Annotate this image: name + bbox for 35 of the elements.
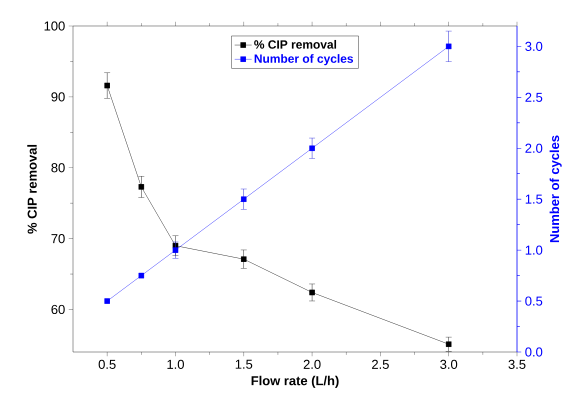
y-tick-label: 100 [44,21,65,31]
x-tick-label: 1.5 [236,360,252,369]
point [104,82,110,88]
x-tick-label: 2.5 [372,360,389,369]
legend-label: Number of cycles [254,54,354,66]
y2-tick-label: 1.5 [526,194,542,204]
y2-tick-label: 3.0 [525,42,542,51]
x-axis-title: Flow rate (L/h) [252,376,339,388]
legend-label: % CIP removal [254,40,336,49]
point [240,256,247,262]
y2-tick-label: 1.0 [526,246,542,255]
point [172,247,178,253]
y2-tick-label: 2.0 [525,144,542,153]
y2-tick-label: 0.5 [525,296,542,306]
y-tick-label: 70 [51,234,65,244]
y2-tick-label: 0.0 [525,347,542,357]
x-tick-label: 2.0 [304,360,321,369]
x-tick-label: 1.0 [167,360,184,369]
y2-axis-title: Number of cycles [550,136,562,242]
point [446,341,452,347]
point [104,298,110,304]
point [138,184,144,190]
y-tick-label: 80 [51,163,65,172]
y2-tick-label: 2.5 [525,92,542,102]
x-tick-label: 3.5 [508,360,526,369]
x-tick-label: 3.0 [440,360,458,369]
x-tick-label: 0.5 [98,360,116,369]
y-tick-label: 90 [51,92,65,102]
point [138,272,144,278]
y-tick-label: 60 [51,304,65,314]
point [240,196,247,202]
point [309,290,315,296]
point [446,44,452,50]
point [309,145,315,152]
y-axis-title: % CIP removal [27,144,37,234]
